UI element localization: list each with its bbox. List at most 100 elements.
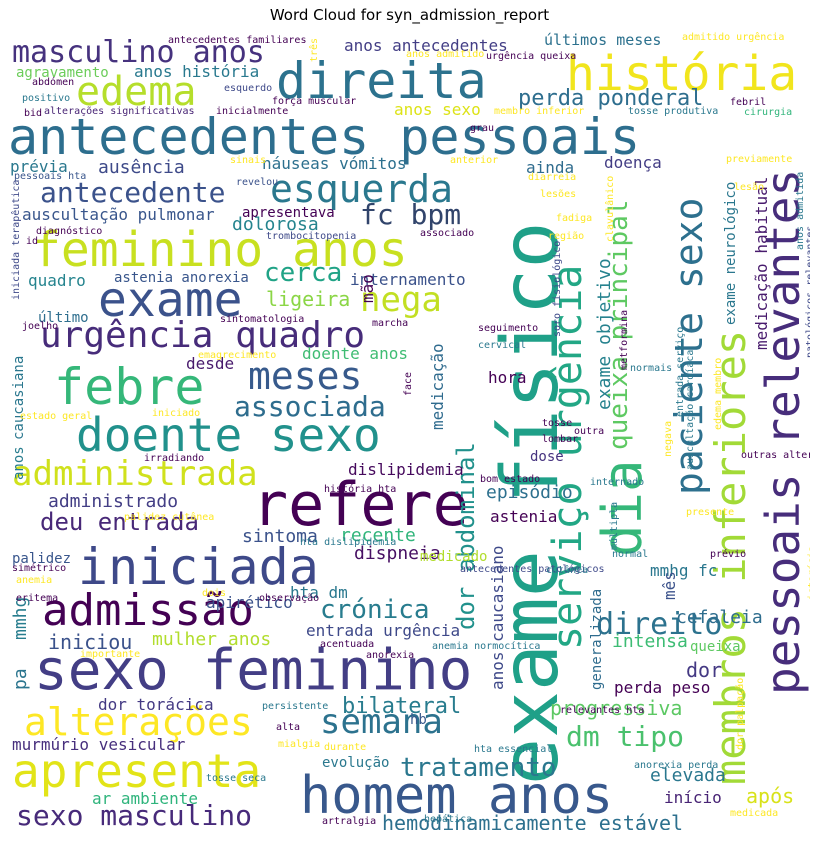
- word-pessoais-hta: pessoais hta: [14, 171, 87, 182]
- word-admissao: admissão: [42, 585, 254, 636]
- word-presente: presente: [686, 507, 735, 518]
- word-masculino-anos: masculino anos: [12, 35, 265, 70]
- word-normal: normal: [612, 549, 649, 560]
- word-semana: semana: [320, 702, 443, 742]
- word-alteracoes-significativas: alterações significativas: [44, 106, 195, 117]
- word-auscultacao-pulmonar: auscultação pulmonar: [22, 205, 215, 224]
- word-anemia-normocitica: anemia normocítica: [432, 641, 541, 652]
- word-membro-inferior: membro inferior: [494, 106, 585, 117]
- word-cirurgia: cirurgia: [744, 107, 793, 118]
- word-simetrico: simétrico: [12, 563, 67, 574]
- word-perda-peso: perda peso: [614, 678, 711, 697]
- word-alta: alta: [276, 722, 301, 733]
- word-ictericia: icterícia: [807, 545, 810, 600]
- word-edema: edema: [76, 69, 197, 115]
- word-palidez: palidez: [12, 551, 72, 567]
- word-internado: internado: [590, 477, 645, 488]
- word-regiao: região: [548, 231, 585, 242]
- word-murmurio-vesicular: murmúrio vesicular: [12, 735, 186, 754]
- word-anemia: anemia: [16, 575, 53, 586]
- word-grau: grau: [470, 123, 495, 134]
- word-outras-alteracoes: outras alterações: [741, 450, 810, 461]
- word-dm-tipo: dm tipo: [566, 720, 685, 753]
- word-bom-estado: bom estado: [480, 474, 541, 485]
- word-esquerdo: esquerdo: [224, 83, 273, 94]
- word-administrado: administrado: [48, 491, 179, 512]
- word-diagnostico: diagnóstico: [36, 226, 103, 237]
- word-anos-admitido: anos admitido: [406, 49, 485, 60]
- word-apresentava: apresentava: [242, 205, 335, 221]
- word-dolorosa: dolorosa: [232, 214, 319, 235]
- word-cerca: cerca: [264, 258, 343, 288]
- word-clavulanico: clavulânico: [605, 175, 616, 242]
- word-bid: bid: [24, 108, 43, 119]
- word-antecedente: antecedente: [40, 176, 226, 209]
- word-previamente: previamente: [726, 154, 793, 165]
- word-forca-muscular: força muscular: [272, 96, 357, 107]
- word-edema-membro: edema membro: [713, 357, 724, 430]
- word-lesoes: lesões: [540, 189, 577, 200]
- word-progressiva: progressiva: [550, 696, 683, 720]
- word-hb: hb: [410, 712, 427, 728]
- word-iniciada-terapeutica: iniciada terapêutica: [11, 179, 22, 300]
- word-fadiga: fadiga: [556, 213, 593, 224]
- word-persistente: persistente: [262, 701, 329, 712]
- word-meses: meses: [248, 354, 363, 398]
- word-exame-objetivo: exame objetivo: [594, 258, 615, 410]
- word-durante: durante: [324, 742, 367, 753]
- word-medicacao: medicação: [428, 343, 447, 430]
- word-joelho: joelho: [22, 321, 59, 332]
- word-cefaleia: cefaleia: [676, 607, 763, 628]
- word-revelou: revelou: [236, 177, 279, 188]
- word-anterior: anterior: [450, 155, 499, 166]
- word-refere: refere: [252, 470, 469, 540]
- word-eritema: eritema: [16, 593, 59, 604]
- word-hemodinamicamente-estavel: hemodinamicamente estável: [382, 811, 684, 830]
- word-cutanea: cutânea: [546, 565, 589, 576]
- word-sintoma: sintoma: [242, 526, 318, 547]
- word-tosse-produtiva: tosse produtiva: [628, 106, 719, 117]
- word-seguimento: seguimento: [478, 323, 539, 334]
- word-bilateral: bilateral: [342, 694, 462, 719]
- word-sexo-feminino: sexo feminino: [34, 638, 473, 703]
- word-antecedentes-pessoais: antecedentes pessoais: [10, 108, 641, 166]
- word-cronica: crónica: [320, 595, 430, 625]
- word-soro-fisiologico: soro fisiológico: [552, 240, 563, 337]
- word-perda-ponderal: perda ponderal: [518, 86, 704, 111]
- word-historia: história: [566, 46, 798, 102]
- word-exame: exame: [98, 272, 243, 328]
- word-iniciou: iniciou: [48, 630, 133, 654]
- word-relevantes-hta: relevantes hta: [560, 705, 645, 716]
- word-artralgia: artralgia: [322, 816, 377, 827]
- word-inicialmente: inicialmente: [216, 106, 289, 117]
- word-mes: mês: [660, 571, 679, 600]
- word-sintomatologia: sintomatologia: [220, 314, 305, 325]
- word-auscultacao-cardiaca: auscultação cardíaca: [685, 349, 696, 470]
- word-historia-hta: história hta: [324, 484, 397, 495]
- word-febril: febril: [730, 97, 767, 108]
- word-associada: associada: [234, 390, 386, 423]
- word-queixa: queixa: [690, 639, 741, 655]
- word-estado-geral: estado geral: [20, 411, 93, 422]
- word-doente-sexo: doente sexo: [76, 408, 381, 462]
- word-urgencia-quadro: urgência quadro: [40, 315, 366, 356]
- word-direita: direita: [276, 52, 487, 110]
- word-medicado: medicado: [420, 549, 488, 565]
- word-dia: dia: [591, 459, 654, 557]
- word-diarreia: diarreia: [528, 172, 577, 183]
- word-dor-toracica: dor torácica: [98, 695, 214, 714]
- word-emagrecimento: emagrecimento: [198, 350, 277, 361]
- word-outra: outra: [574, 426, 605, 437]
- word-ar-ambiente: ar ambiente: [92, 789, 198, 808]
- word-dor: dor: [686, 658, 723, 682]
- word-nauseas-vomitos: náuseas vómitos: [262, 154, 407, 173]
- word-febre: febre: [54, 358, 205, 416]
- word-admitido-urgencia: admitido urgência: [682, 32, 785, 43]
- word-quadro: quadro: [28, 271, 86, 290]
- word-feminino-anos: feminino anos: [32, 222, 408, 278]
- word-hepatica: hepática: [424, 814, 473, 825]
- word-doente-anos: doente anos: [302, 344, 408, 363]
- word-previo: prévio: [710, 549, 747, 560]
- word-marcha: marcha: [372, 318, 409, 329]
- word-iniciado: iniciado: [152, 408, 201, 419]
